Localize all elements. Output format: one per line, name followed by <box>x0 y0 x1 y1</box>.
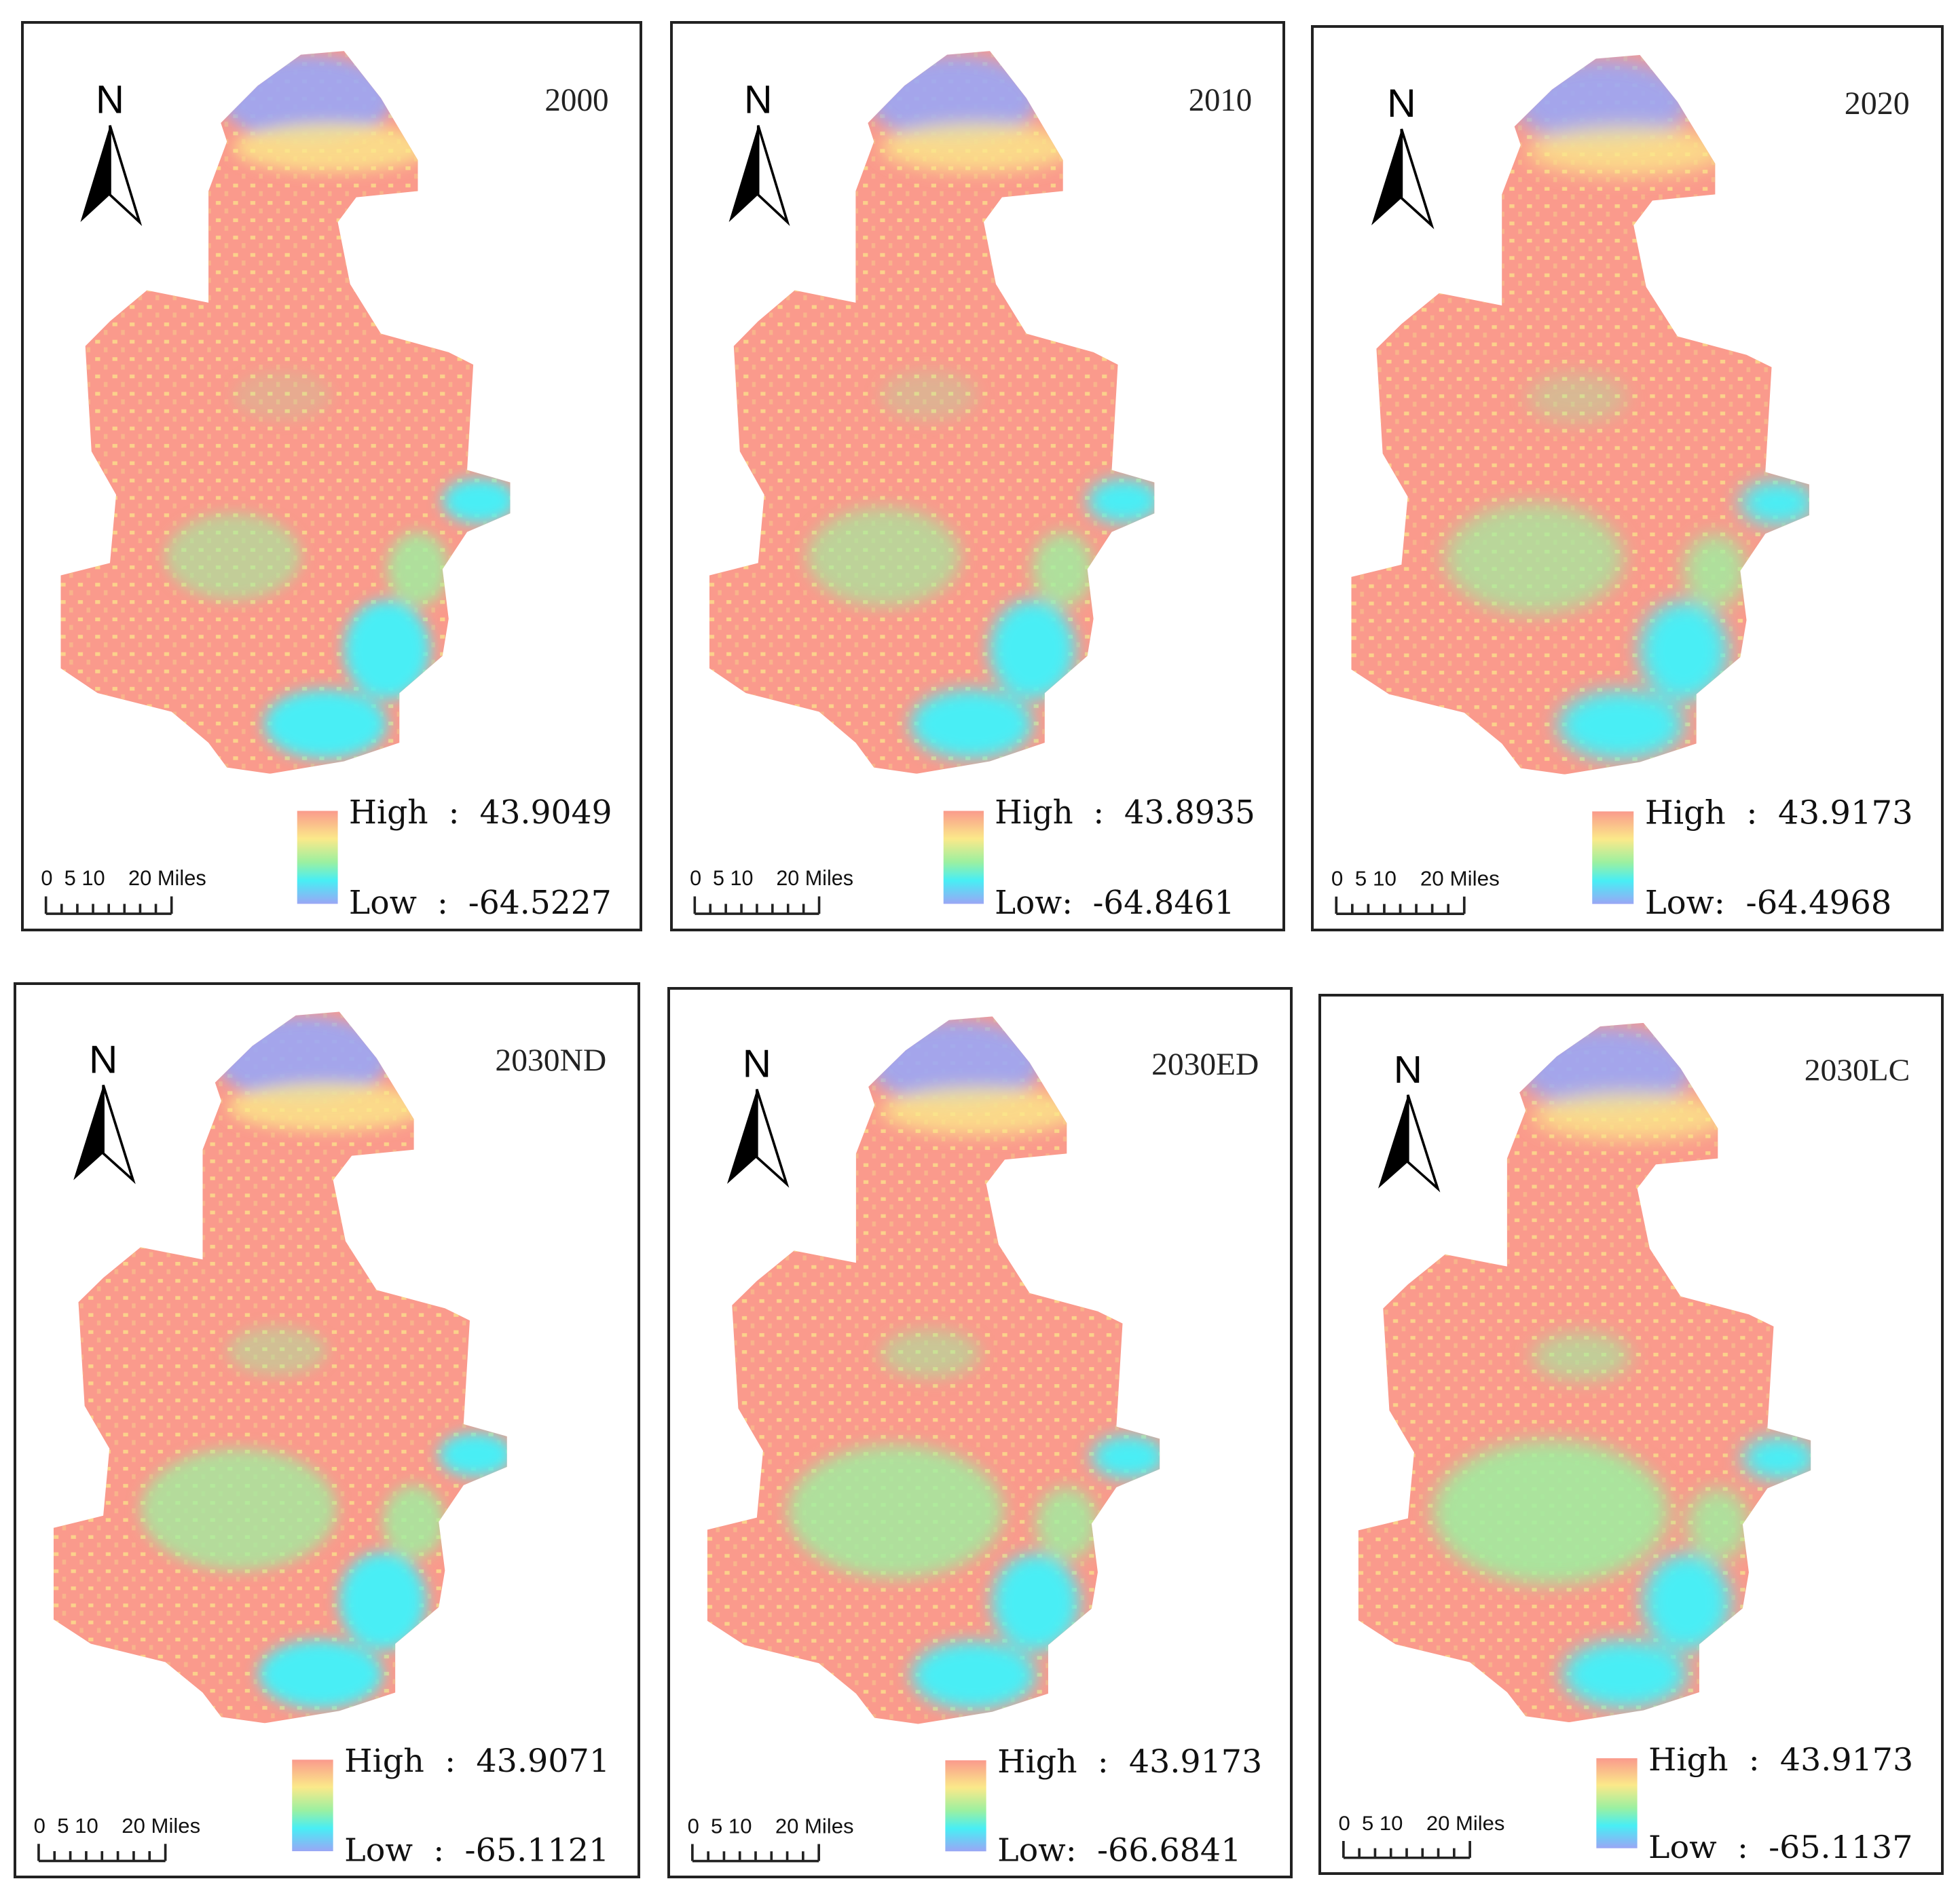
legend-low-label: Low : -65.1137 <box>1648 1829 1912 1865</box>
legend-high-label: High : 43.9071 <box>344 1743 610 1781</box>
north-label: N <box>743 1043 771 1085</box>
north-label: N <box>89 1038 117 1081</box>
legend-low-label: Low: -66.6841 <box>997 1832 1241 1869</box>
legend: High : 43.9173 Low: -66.6841 <box>945 1744 1262 1869</box>
legend-color-ramp <box>945 1760 986 1852</box>
legend-low-label: Low: -64.4968 <box>1645 885 1892 923</box>
scale-bar: 0 5 10 20 Miles <box>690 866 853 915</box>
scale-bar-label: 0 5 10 20 Miles <box>34 1814 201 1838</box>
north-label: N <box>1387 81 1416 125</box>
legend-color-ramp <box>943 811 984 904</box>
legend-high-label: High : 43.9173 <box>997 1744 1262 1781</box>
north-label: N <box>1394 1049 1422 1092</box>
map-panel: 2020 N High : 43.9173 Low: -64.4968 0 5 … <box>1311 25 1944 931</box>
north-label: N <box>96 77 124 122</box>
legend: High : 43.9173 Low: -64.4968 <box>1592 795 1913 923</box>
legend-color-ramp <box>1592 811 1634 904</box>
raster-map <box>709 51 1155 774</box>
scale-bar: 0 5 10 20 Miles <box>1339 1812 1505 1859</box>
north-label: N <box>744 78 772 122</box>
legend: High : 43.9173 Low : -65.1137 <box>1596 1742 1913 1866</box>
map-year-title: 2010 <box>1189 82 1252 117</box>
scale-bar-label: 0 5 10 20 Miles <box>688 1815 854 1838</box>
north-arrow-icon: N <box>728 78 790 227</box>
legend-high-label: High : 43.9173 <box>1648 1742 1913 1778</box>
scale-bar-label: 0 5 10 20 Miles <box>1339 1812 1505 1835</box>
scale-bar-label: 0 5 10 20 Miles <box>690 866 853 890</box>
legend: High : 43.8935 Low: -64.8461 <box>943 794 1255 922</box>
legend-high-label: High : 43.9049 <box>349 794 612 832</box>
scale-bar: 0 5 10 20 Miles <box>34 1814 201 1863</box>
map-panel: 2030ED N High : 43.9173 Low: -66.6841 0 … <box>667 987 1293 1878</box>
legend-color-ramp <box>292 1760 333 1852</box>
legend: High : 43.9071 Low : -65.1121 <box>292 1743 610 1869</box>
map-year-title: 2000 <box>544 83 608 118</box>
legend-high-label: High : 43.8935 <box>995 794 1255 831</box>
north-arrow-icon: N <box>1371 81 1435 229</box>
north-arrow-icon: N <box>726 1043 790 1188</box>
map-panel: 2030LC N High : 43.9173 Low : -65.1137 0… <box>1318 994 1944 1875</box>
scale-bar: 0 5 10 20 Miles <box>688 1815 854 1863</box>
map-year-title: 2030ED <box>1151 1047 1259 1082</box>
scale-bar-label: 0 5 10 20 Miles <box>1331 867 1500 891</box>
map-year-title: 2020 <box>1845 87 1910 122</box>
legend-low-label: Low : -64.5227 <box>349 885 612 922</box>
map-panel: 2030ND N High : 43.9071 Low : -65.1121 0… <box>14 982 640 1878</box>
legend: High : 43.9049 Low : -64.5227 <box>297 794 612 922</box>
scale-bar: 0 5 10 20 Miles <box>1331 867 1500 916</box>
scale-bar-label: 0 5 10 20 Miles <box>41 866 206 890</box>
map-panel: 2010 N High : 43.8935 Low: -64.8461 0 5 … <box>670 21 1285 931</box>
legend-color-ramp <box>297 811 338 904</box>
legend-high-label: High : 43.9173 <box>1645 795 1913 832</box>
map-year-title: 2030LC <box>1805 1053 1910 1087</box>
map-year-title: 2030ND <box>495 1043 606 1078</box>
north-arrow-icon: N <box>73 1038 136 1185</box>
legend-low-label: Low : -65.1121 <box>344 1832 609 1869</box>
scale-bar: 0 5 10 20 Miles <box>41 866 206 915</box>
map-panel: 2000 N High : 43.9049 Low : -64.5227 0 5… <box>21 21 642 931</box>
north-arrow-icon: N <box>80 77 143 227</box>
legend-color-ramp <box>1596 1758 1638 1848</box>
north-arrow-icon: N <box>1377 1049 1441 1193</box>
legend-low-label: Low: -64.8461 <box>995 885 1234 922</box>
